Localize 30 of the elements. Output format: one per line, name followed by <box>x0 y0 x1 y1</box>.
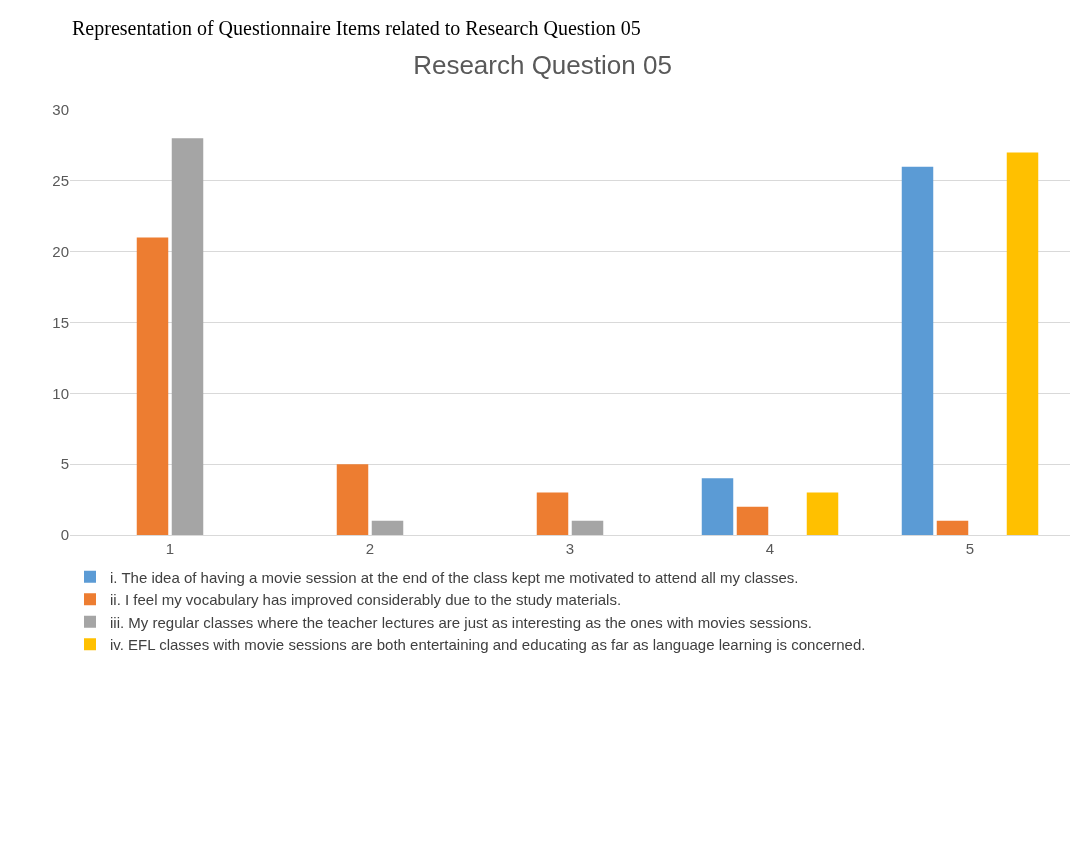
legend-label: iii. My regular classes where the teacher lectures are just as interesting as the ones with movies sessions. <box>110 613 812 631</box>
x-tick-label: 3 <box>565 540 575 557</box>
x-tick-label: 4 <box>765 540 775 557</box>
y-tick-label: 30 <box>52 101 69 119</box>
legend-label: iv. EFL classes with movie sessions are both entertaining and educating as far as language learning is concerned. <box>110 636 866 654</box>
y-tick-label: 25 <box>52 172 69 190</box>
legend-label: ii. I feel my vocabulary has improved considerably due to the study materials. <box>110 591 622 609</box>
bar <box>901 166 934 535</box>
bar <box>536 492 569 535</box>
text: Representation of Questionnaire Items related to Research Question 05 <box>72 17 641 40</box>
y-tick-label: 20 <box>52 242 69 260</box>
x-tick-label: 5 <box>965 540 975 557</box>
bar <box>336 464 369 535</box>
bar <box>571 520 604 535</box>
y-tick-label: 15 <box>52 313 69 331</box>
bar <box>371 520 404 535</box>
x-tick-label: 2 <box>365 540 375 557</box>
bar <box>736 506 769 535</box>
bar <box>171 138 204 535</box>
y-tick-label: 5 <box>60 455 69 473</box>
bar <box>1006 152 1039 535</box>
legend-label: i. The idea of having a movie session at the end of the class kept me motivated to attend all my classes. <box>110 568 799 586</box>
bar <box>936 520 969 535</box>
chart-title: Research Question 05 <box>413 50 672 81</box>
y-tick-label: 10 <box>52 384 69 402</box>
bar <box>806 492 839 535</box>
bar <box>136 237 169 535</box>
x-tick-label: 1 <box>165 540 175 557</box>
bar <box>701 478 734 535</box>
y-tick-label: 0 <box>60 526 69 544</box>
